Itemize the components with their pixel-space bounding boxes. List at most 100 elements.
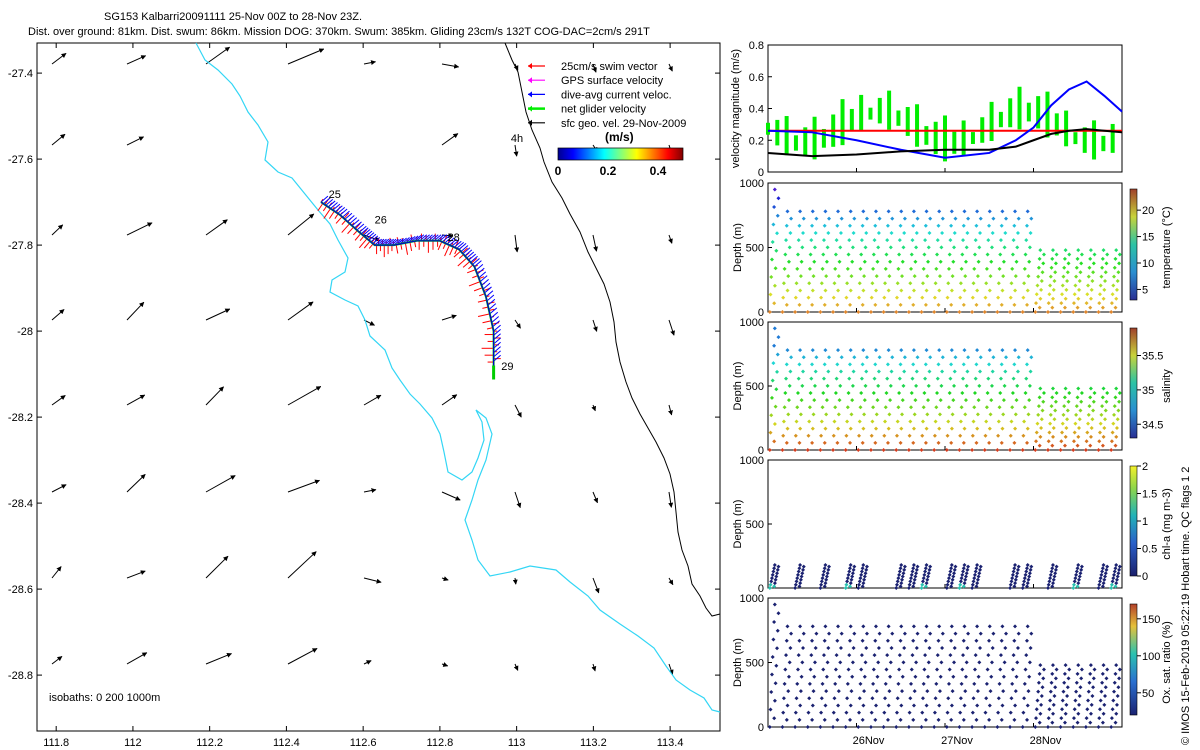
sample-point <box>914 571 919 576</box>
sample-point <box>958 582 963 587</box>
sample-point <box>949 288 954 293</box>
sample-point <box>958 710 963 715</box>
sample-point <box>970 448 975 452</box>
sample-point <box>1050 386 1055 391</box>
sample-point <box>946 419 951 424</box>
dive-profile <box>1033 386 1046 452</box>
sample-point <box>894 586 899 590</box>
sample-point <box>812 245 817 250</box>
sample-point <box>914 245 919 250</box>
sample-point <box>868 725 873 729</box>
sample-point <box>1085 707 1090 712</box>
sample-point <box>874 412 879 417</box>
sample-point <box>1063 434 1068 439</box>
sample-point <box>984 696 989 701</box>
sample-point <box>1088 443 1093 448</box>
sample-point <box>911 581 916 586</box>
current-arrow <box>441 491 461 501</box>
sample-point <box>798 348 803 353</box>
sample-point <box>957 448 962 452</box>
sample-point <box>1090 279 1095 284</box>
sample-point <box>983 433 988 438</box>
sample-point <box>1001 689 1006 694</box>
sample-point <box>986 238 991 243</box>
sample-point <box>936 223 941 228</box>
sample-point <box>1041 390 1046 395</box>
current-vector <box>453 240 462 248</box>
sample-point <box>810 638 815 643</box>
panel-frame <box>767 459 1123 589</box>
sample-point <box>952 230 957 235</box>
sample-point <box>1088 256 1093 261</box>
sample-point <box>818 586 823 590</box>
sample-point <box>862 259 867 264</box>
sample-point <box>836 689 841 694</box>
sample-point <box>786 398 791 403</box>
sample-point <box>1036 412 1041 417</box>
sample-point <box>932 710 937 715</box>
sample-point <box>909 576 914 581</box>
sample-point <box>1034 301 1039 306</box>
current-arrow <box>592 63 597 73</box>
sample-point <box>845 281 850 286</box>
sample-point <box>781 696 786 701</box>
sample-point <box>862 577 867 582</box>
sample-point <box>1058 310 1063 314</box>
sample-point <box>888 660 893 665</box>
sample-point <box>945 710 950 715</box>
sample-point <box>1086 698 1091 703</box>
sample-point <box>972 405 977 410</box>
sample-point <box>767 310 772 314</box>
sample-point <box>1024 653 1029 658</box>
sample-point <box>1014 574 1019 579</box>
sample-point <box>952 645 957 650</box>
sample-point <box>953 216 958 221</box>
sample-point <box>1001 674 1006 679</box>
sample-point <box>984 266 989 271</box>
sample-point <box>1015 230 1020 235</box>
sample-point <box>965 369 970 374</box>
sample-point <box>910 569 915 574</box>
sample-point <box>1051 434 1056 439</box>
sample-point <box>950 274 955 279</box>
sample-point <box>963 398 968 403</box>
current-arrow <box>205 46 231 65</box>
sample-point <box>937 348 942 353</box>
current-arrow <box>51 484 67 493</box>
sample-point <box>932 295 937 300</box>
sample-point <box>862 689 867 694</box>
sample-point <box>782 681 787 686</box>
sample-point <box>1091 270 1096 275</box>
sample-point <box>899 581 904 586</box>
sample-point <box>890 216 895 221</box>
sample-point <box>889 369 894 374</box>
sample-point <box>873 302 878 307</box>
sample-point <box>1117 564 1122 569</box>
dive-profile <box>767 187 781 314</box>
sample-point <box>1115 279 1120 284</box>
sample-point <box>848 624 853 629</box>
sample-point <box>781 433 786 438</box>
sample-point <box>812 383 817 388</box>
sample-point <box>985 390 990 395</box>
sample-point <box>1013 348 1018 353</box>
sample-point <box>1063 296 1068 301</box>
sample-point <box>988 689 993 694</box>
map-ytick-label: -28 <box>17 326 33 338</box>
sample-point <box>940 645 945 650</box>
sample-point <box>949 562 954 567</box>
sample-point <box>1102 426 1107 431</box>
sample-point <box>786 274 791 279</box>
current-arrow <box>126 136 145 146</box>
sample-point <box>861 581 866 586</box>
sample-point <box>869 433 874 438</box>
sample-point <box>850 259 855 264</box>
sample-point <box>846 390 851 395</box>
sample-point <box>881 310 886 314</box>
sample-point <box>798 689 803 694</box>
sample-point <box>1077 287 1082 292</box>
sample-point <box>1114 711 1119 716</box>
sample-point <box>965 645 970 650</box>
sample-point <box>886 209 891 214</box>
